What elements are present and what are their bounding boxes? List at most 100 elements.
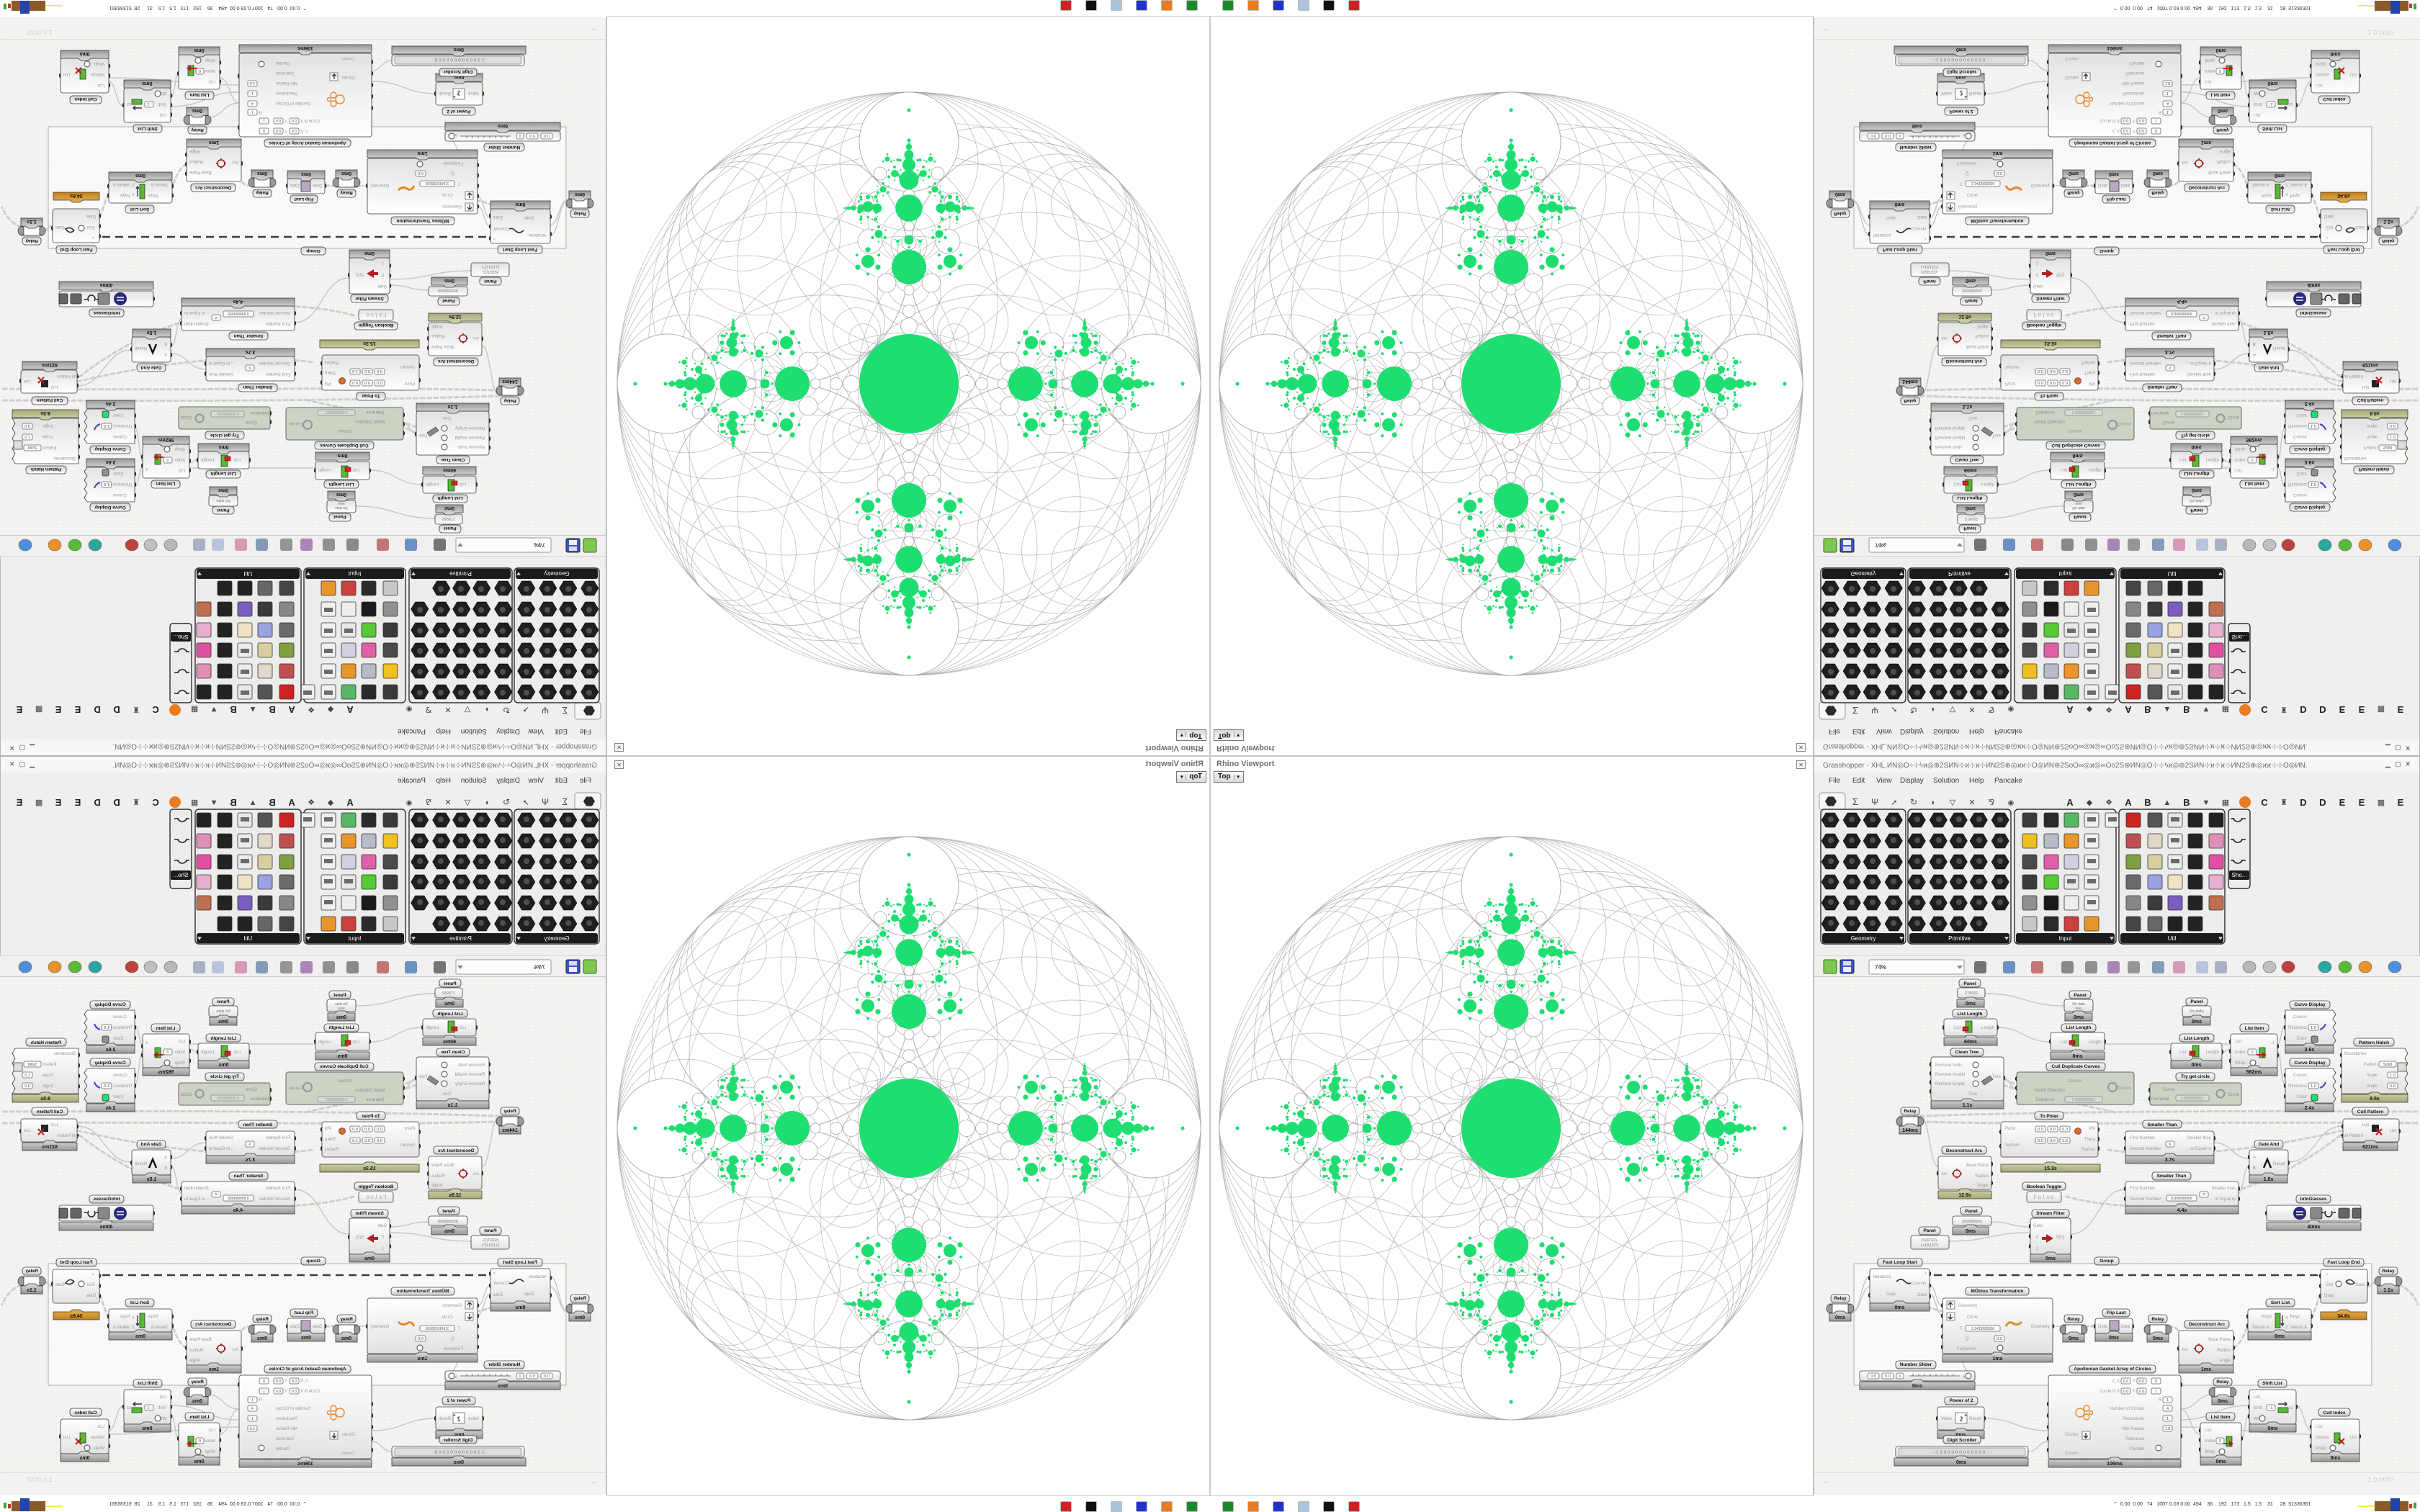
- svg-text:Deconstruct Arc: Deconstruct Arc: [437, 359, 474, 364]
- svg-text:List Item: List Item: [189, 1415, 209, 1420]
- svg-text:▲: ▲: [249, 705, 257, 714]
- svg-text:List: List: [208, 1428, 215, 1433]
- svg-text:Cull Duplicate Curves: Cull Duplicate Curves: [320, 1064, 369, 1069]
- svg-text:No data: No data: [2072, 505, 2085, 510]
- svg-text:Iterations: Iterations: [1873, 233, 1891, 237]
- svg-text:FixSphere: FixSphere: [1957, 161, 1977, 165]
- svg-text:Data: Data: [493, 1293, 502, 1297]
- svg-text:❖: ❖: [308, 705, 315, 714]
- svg-text:Σ: Σ: [562, 705, 568, 716]
- svg-text:Keys: Keys: [2290, 193, 2300, 197]
- svg-text:E: E: [74, 704, 81, 715]
- svg-text:Angle: Angle: [431, 324, 442, 328]
- svg-text:Relay: Relay: [1904, 398, 1917, 403]
- svg-text:◆: ◆: [2087, 705, 2093, 714]
- svg-text:Curve: Curve: [245, 1088, 257, 1092]
- svg-text:1.1s: 1.1s: [448, 1103, 458, 1108]
- svg-text:System: System: [2005, 364, 2020, 369]
- svg-text:Value: Value: [467, 91, 479, 95]
- svg-text:Wrap: Wrap: [2316, 61, 2326, 66]
- svg-text:1.0: 1.0: [104, 482, 109, 486]
- svg-text:Fast Loop End: Fast Loop End: [2327, 247, 2360, 252]
- svg-text:T: T: [457, 1327, 460, 1331]
- svg-text:0: 0: [2155, 128, 2157, 132]
- svg-text:Primitive: Primitive: [449, 570, 472, 577]
- svg-text:Pattern: Pattern: [42, 1063, 56, 1067]
- svg-text:List: List: [2316, 83, 2323, 87]
- svg-text:Circle N X: Circle N X: [2100, 118, 2120, 122]
- svg-text:List: List: [1954, 482, 1961, 486]
- svg-text:FixSphere: FixSphere: [443, 161, 463, 165]
- svg-text:Sort List: Sort List: [130, 1300, 149, 1305]
- svg-text:40ms: 40ms: [99, 282, 112, 287]
- svg-text:1.5s: 1.5s: [147, 330, 157, 335]
- svg-text:74%: 74%: [1875, 541, 1886, 548]
- svg-text:D: D: [94, 704, 100, 715]
- svg-text:Panel: Panel: [333, 993, 346, 998]
- svg-text:Exit: Exit: [2326, 225, 2333, 229]
- svg-text:5: 5: [1963, 132, 1966, 137]
- svg-text:Y: Y: [284, 128, 287, 132]
- svg-text:0ms: 0ms: [2069, 171, 2079, 176]
- svg-text:1: 1: [2155, 118, 2157, 122]
- svg-text:0ms: 0ms: [218, 1020, 228, 1025]
- svg-text:Input: Input: [348, 935, 362, 942]
- svg-text:B: B: [269, 704, 275, 715]
- svg-text:Theta: Theta: [324, 1138, 336, 1142]
- svg-text:Solid: Solid: [2383, 445, 2392, 449]
- svg-text:was: was: [338, 1007, 344, 1011]
- svg-text:List Length: List Length: [1957, 495, 1982, 500]
- svg-text:◉: ◉: [405, 705, 412, 713]
- svg-text:Z: Z: [2285, 182, 2288, 186]
- svg-text:Relay: Relay: [2216, 127, 2229, 132]
- svg-text:A: A: [2285, 192, 2288, 196]
- svg-text:Relay: Relay: [503, 398, 516, 403]
- svg-text:Arc: Arc: [472, 1172, 479, 1176]
- svg-text:1ms: 1ms: [1992, 150, 2002, 156]
- svg-text:Geometry: Geometry: [544, 570, 569, 577]
- svg-text:n: n: [1965, 94, 1967, 98]
- svg-text:List: List: [208, 79, 215, 84]
- svg-text:Number Slider: Number Slider: [1900, 145, 1932, 150]
- svg-text:Input: Input: [348, 570, 362, 577]
- svg-text:List: List: [352, 1040, 359, 1045]
- svg-text:Try get circle: Try get circle: [210, 1074, 239, 1079]
- svg-text:1: 1: [251, 1417, 254, 1421]
- svg-text:Solid: Solid: [28, 445, 37, 449]
- svg-text:No data: No data: [335, 505, 348, 510]
- svg-text:1ms: 1ms: [209, 1367, 219, 1372]
- svg-text:0ms: 0ms: [444, 1229, 454, 1234]
- svg-text:0.0: 0.0: [2038, 380, 2043, 384]
- svg-text:D: D: [94, 797, 100, 808]
- svg-text:Y: Y: [284, 1390, 287, 1394]
- svg-text:4: 4: [2166, 101, 2169, 105]
- svg-text:Relay: Relay: [340, 190, 353, 195]
- svg-text:Remove Empty: Remove Empty: [455, 1082, 485, 1086]
- svg-text:0ms: 0ms: [364, 1256, 375, 1261]
- svg-text:Panel: Panel: [442, 298, 455, 303]
- svg-text:False: False: [365, 1194, 386, 1201]
- svg-text:0ms: 0ms: [2275, 173, 2285, 178]
- svg-text:List: List: [459, 482, 466, 486]
- svg-text:Exit: Exit: [87, 225, 94, 229]
- svg-text:Wrap: Wrap: [205, 58, 215, 62]
- svg-text:34.6s: 34.6s: [70, 193, 83, 198]
- svg-text:Deconstruct Arc: Deconstruct Arc: [194, 1322, 231, 1327]
- svg-text:Thickness: Thickness: [113, 1084, 133, 1089]
- svg-text:5.0: 5.0: [1885, 133, 1891, 138]
- svg-text:0.0: 0.0: [544, 133, 550, 138]
- svg-text:List: List: [97, 1425, 104, 1429]
- svg-text:Curves: Curves: [341, 1452, 355, 1456]
- svg-text:Circle: Circle: [442, 192, 453, 197]
- svg-text:Deconstruct Arc: Deconstruct Arc: [194, 185, 231, 190]
- svg-text:List Item: List Item: [189, 92, 209, 97]
- svg-text:0.0: 0.0: [24, 1084, 30, 1089]
- svg-text:R: R: [258, 1398, 261, 1403]
- svg-text:Geometry: Geometry: [1958, 204, 1977, 208]
- svg-text:Base Plane: Base Plane: [2208, 170, 2231, 174]
- svg-text:Point: Point: [405, 381, 415, 385]
- svg-text:Util: Util: [244, 570, 253, 577]
- svg-text:>: >: [1924, 236, 1927, 240]
- svg-text:621ms: 621ms: [42, 362, 58, 367]
- svg-text:1.0: 1.0: [24, 1074, 30, 1078]
